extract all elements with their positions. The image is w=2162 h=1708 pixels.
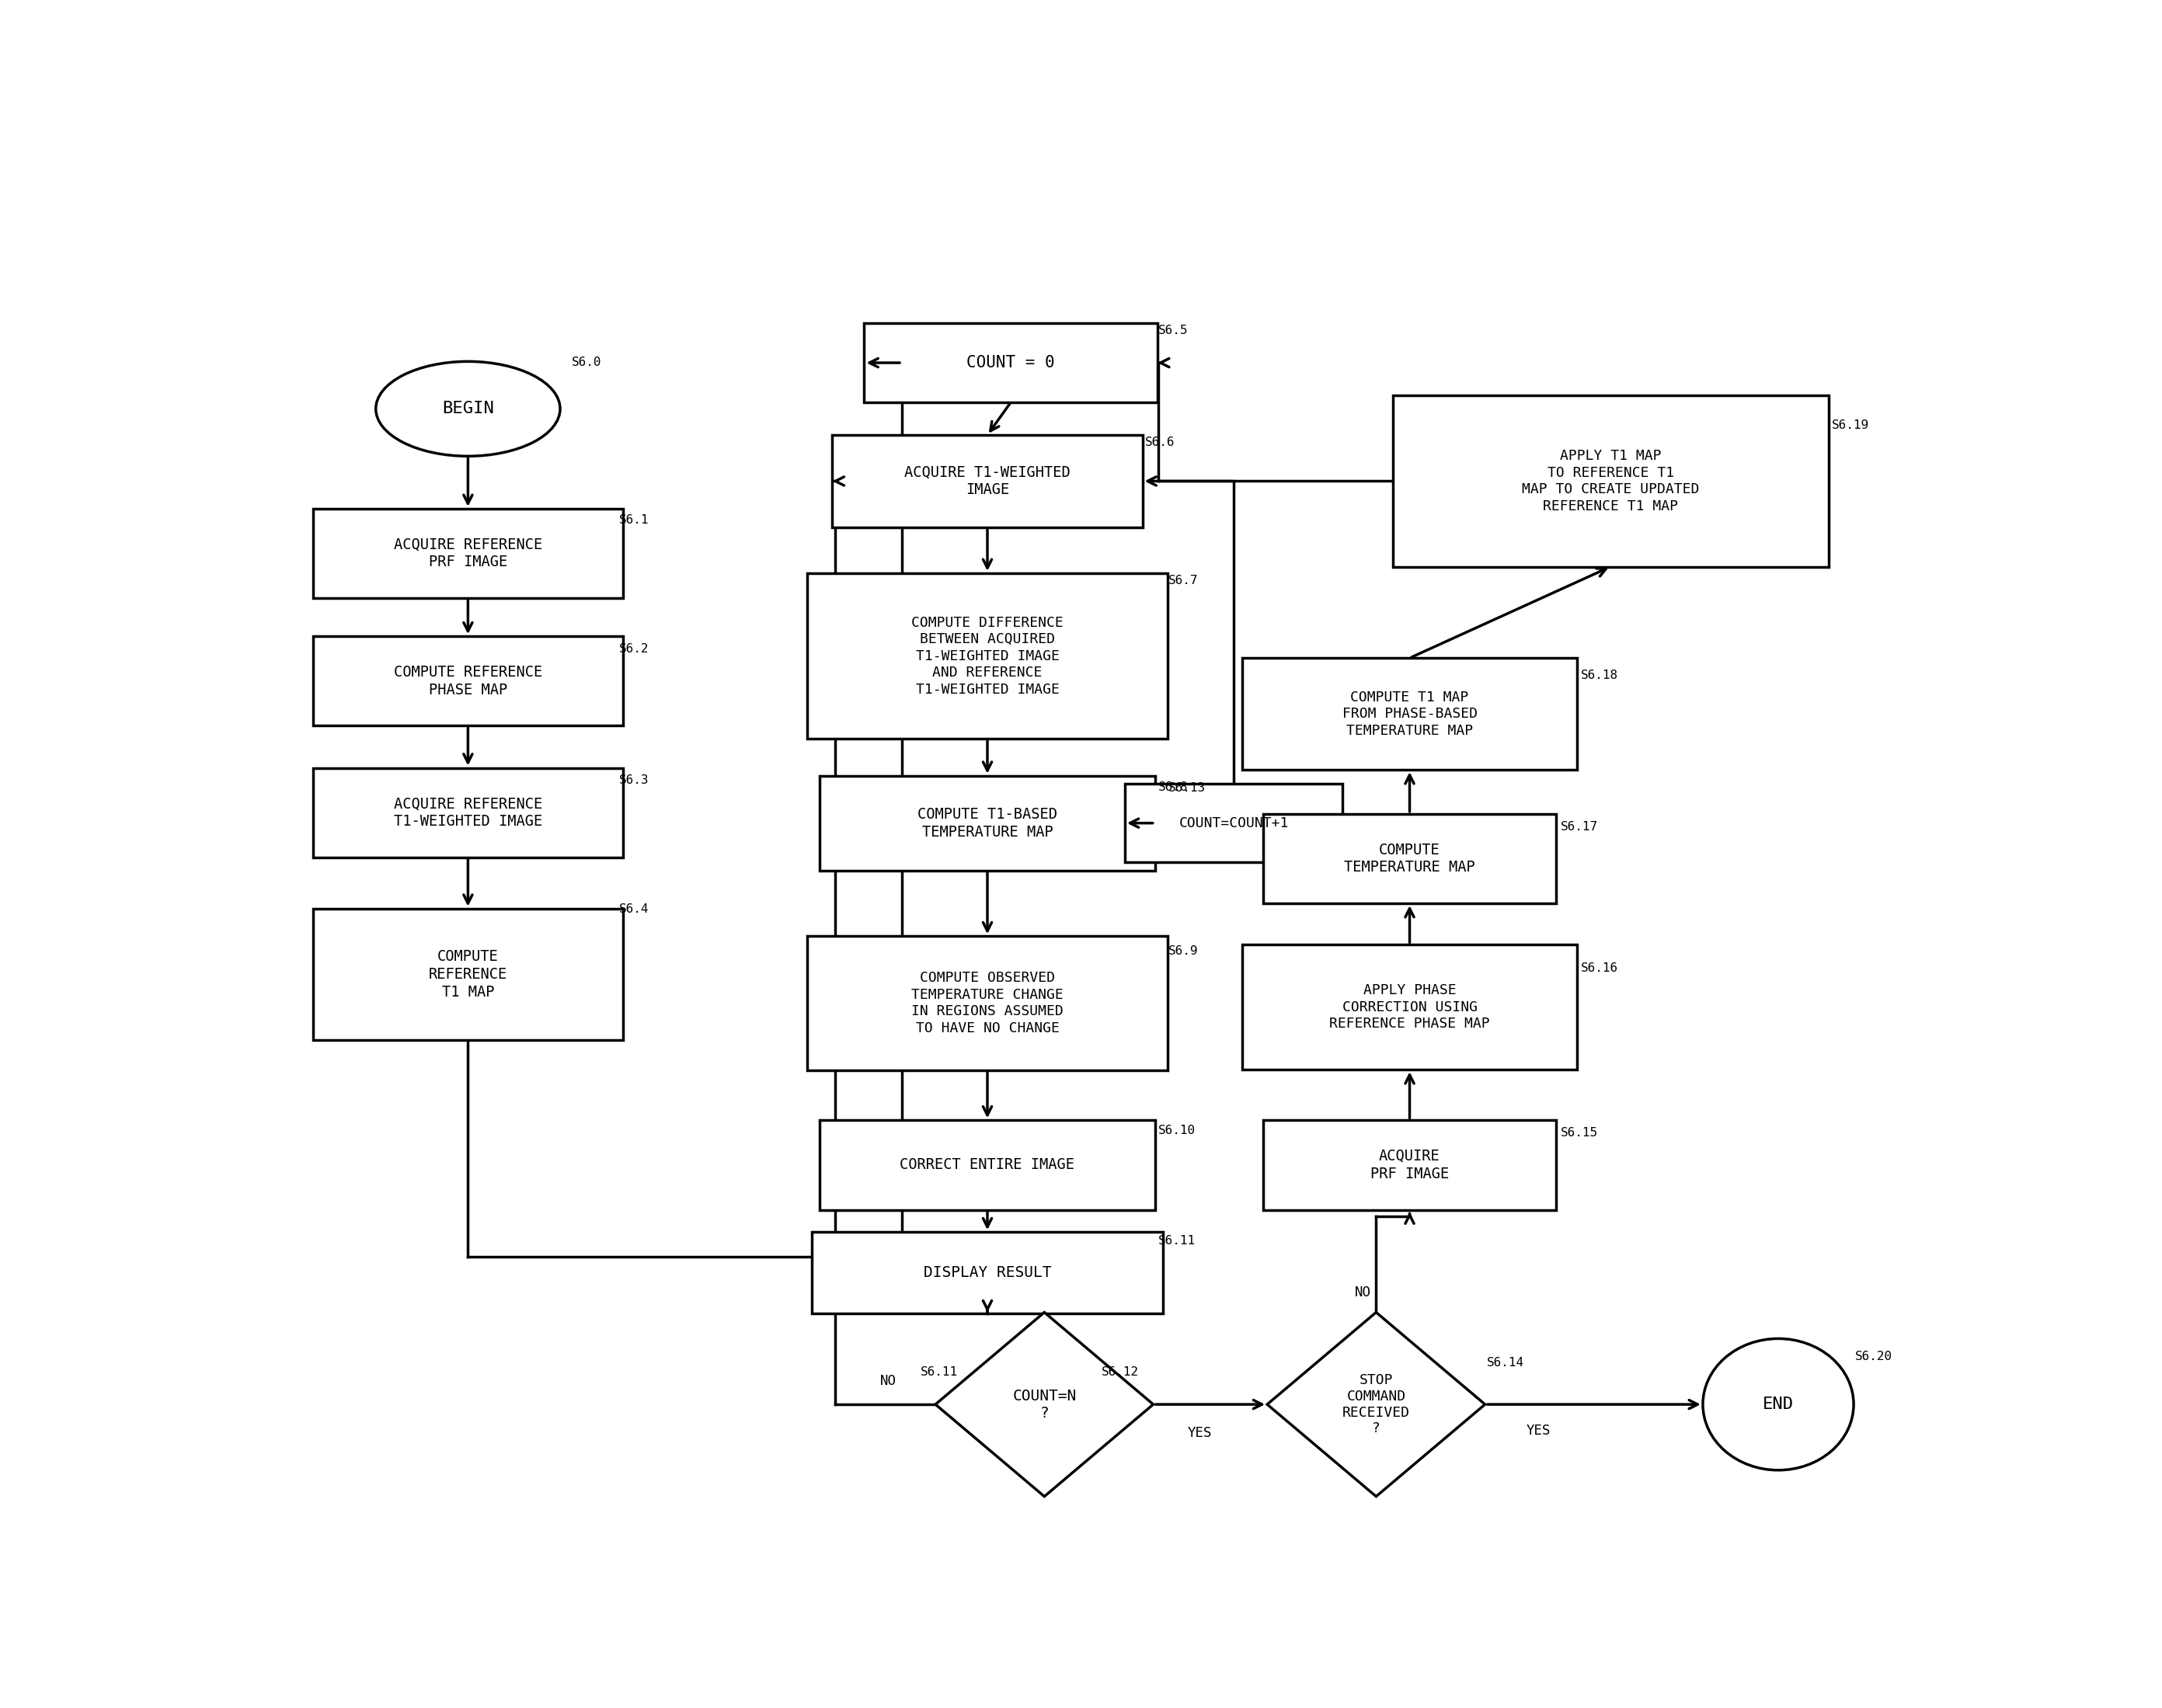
FancyBboxPatch shape bbox=[1392, 396, 1829, 567]
FancyBboxPatch shape bbox=[313, 769, 623, 857]
Text: ACQUIRE
PRF IMAGE: ACQUIRE PRF IMAGE bbox=[1371, 1149, 1449, 1182]
Text: S6.10: S6.10 bbox=[1159, 1124, 1196, 1136]
Text: S6.11: S6.11 bbox=[1159, 1235, 1196, 1247]
Text: NO: NO bbox=[880, 1373, 897, 1387]
Text: APPLY T1 MAP
TO REFERENCE T1
MAP TO CREATE UPDATED
REFERENCE T1 MAP: APPLY T1 MAP TO REFERENCE T1 MAP TO CREA… bbox=[1522, 449, 1699, 512]
Text: S6.15: S6.15 bbox=[1561, 1127, 1598, 1139]
Text: BEGIN: BEGIN bbox=[441, 401, 493, 417]
Text: COMPUTE DIFFERENCE
BETWEEN ACQUIRED
T1-WEIGHTED IMAGE
AND REFERENCE
T1-WEIGHTED : COMPUTE DIFFERENCE BETWEEN ACQUIRED T1-W… bbox=[912, 615, 1064, 697]
Text: ACQUIRE REFERENCE
PRF IMAGE: ACQUIRE REFERENCE PRF IMAGE bbox=[393, 538, 543, 570]
Text: S6.0: S6.0 bbox=[571, 357, 601, 367]
Text: S6.1: S6.1 bbox=[618, 514, 649, 526]
Polygon shape bbox=[936, 1312, 1152, 1496]
FancyBboxPatch shape bbox=[313, 909, 623, 1040]
FancyBboxPatch shape bbox=[1263, 1120, 1557, 1209]
Text: S6.4: S6.4 bbox=[618, 904, 649, 915]
Text: STOP
COMMAND
RECEIVED
?: STOP COMMAND RECEIVED ? bbox=[1343, 1373, 1410, 1436]
Text: S6.11: S6.11 bbox=[921, 1366, 958, 1378]
Text: ACQUIRE REFERENCE
T1-WEIGHTED IMAGE: ACQUIRE REFERENCE T1-WEIGHTED IMAGE bbox=[393, 796, 543, 828]
Text: S6.8: S6.8 bbox=[1159, 781, 1189, 793]
FancyBboxPatch shape bbox=[1263, 815, 1557, 904]
Text: DISPLAY RESULT: DISPLAY RESULT bbox=[923, 1266, 1051, 1281]
FancyBboxPatch shape bbox=[313, 637, 623, 726]
Text: COMPUTE T1-BASED
TEMPERATURE MAP: COMPUTE T1-BASED TEMPERATURE MAP bbox=[917, 806, 1057, 839]
Ellipse shape bbox=[1704, 1339, 1853, 1471]
Text: COMPUTE OBSERVED
TEMPERATURE CHANGE
IN REGIONS ASSUMED
TO HAVE NO CHANGE: COMPUTE OBSERVED TEMPERATURE CHANGE IN R… bbox=[912, 972, 1064, 1035]
FancyBboxPatch shape bbox=[1243, 945, 1578, 1069]
Text: S6.18: S6.18 bbox=[1580, 670, 1617, 681]
Text: S6.3: S6.3 bbox=[618, 775, 649, 786]
Text: NO: NO bbox=[1356, 1286, 1371, 1300]
Text: S6.5: S6.5 bbox=[1159, 325, 1189, 336]
Text: S6.19: S6.19 bbox=[1831, 420, 1870, 430]
Text: CORRECT ENTIRE IMAGE: CORRECT ENTIRE IMAGE bbox=[899, 1158, 1075, 1172]
FancyBboxPatch shape bbox=[811, 1231, 1163, 1313]
Ellipse shape bbox=[376, 362, 560, 456]
Text: S6.12: S6.12 bbox=[1100, 1366, 1139, 1378]
Text: YES: YES bbox=[1526, 1424, 1550, 1438]
Text: COUNT=COUNT+1: COUNT=COUNT+1 bbox=[1178, 816, 1289, 830]
Text: COMPUTE
REFERENCE
T1 MAP: COMPUTE REFERENCE T1 MAP bbox=[428, 950, 508, 999]
Text: S6.9: S6.9 bbox=[1167, 946, 1198, 956]
Text: COMPUTE
TEMPERATURE MAP: COMPUTE TEMPERATURE MAP bbox=[1345, 842, 1474, 874]
Text: ACQUIRE T1-WEIGHTED
IMAGE: ACQUIRE T1-WEIGHTED IMAGE bbox=[904, 465, 1070, 497]
Text: YES: YES bbox=[1187, 1426, 1213, 1440]
Text: S6.20: S6.20 bbox=[1855, 1351, 1892, 1363]
Text: COUNT = 0: COUNT = 0 bbox=[966, 355, 1055, 371]
Text: COMPUTE T1 MAP
FROM PHASE-BASED
TEMPERATURE MAP: COMPUTE T1 MAP FROM PHASE-BASED TEMPERAT… bbox=[1343, 690, 1477, 738]
Text: S6.13: S6.13 bbox=[1167, 782, 1206, 794]
FancyBboxPatch shape bbox=[865, 323, 1157, 401]
FancyBboxPatch shape bbox=[832, 436, 1142, 528]
FancyBboxPatch shape bbox=[806, 936, 1167, 1071]
FancyBboxPatch shape bbox=[1243, 658, 1578, 770]
FancyBboxPatch shape bbox=[819, 775, 1155, 871]
FancyBboxPatch shape bbox=[1124, 784, 1343, 863]
Text: COUNT=N
?: COUNT=N ? bbox=[1012, 1389, 1077, 1421]
Text: S6.7: S6.7 bbox=[1167, 574, 1198, 586]
FancyBboxPatch shape bbox=[819, 1120, 1155, 1209]
Polygon shape bbox=[1267, 1312, 1485, 1496]
FancyBboxPatch shape bbox=[806, 574, 1167, 740]
Text: S6.2: S6.2 bbox=[618, 644, 649, 654]
Text: S6.6: S6.6 bbox=[1146, 437, 1174, 447]
Text: S6.16: S6.16 bbox=[1580, 963, 1617, 974]
Text: COMPUTE REFERENCE
PHASE MAP: COMPUTE REFERENCE PHASE MAP bbox=[393, 664, 543, 697]
FancyBboxPatch shape bbox=[313, 509, 623, 598]
Text: APPLY PHASE
CORRECTION USING
REFERENCE PHASE MAP: APPLY PHASE CORRECTION USING REFERENCE P… bbox=[1330, 984, 1490, 1032]
Text: END: END bbox=[1762, 1397, 1794, 1413]
Text: S6.17: S6.17 bbox=[1561, 820, 1598, 832]
Text: S6.14: S6.14 bbox=[1487, 1358, 1524, 1368]
